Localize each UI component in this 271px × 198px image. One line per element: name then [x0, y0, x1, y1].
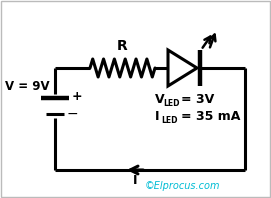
Text: LED: LED: [163, 99, 179, 108]
Text: R: R: [117, 39, 128, 53]
Text: LED: LED: [161, 116, 178, 125]
Text: +: +: [72, 89, 83, 103]
Text: = 3V: = 3V: [181, 93, 214, 106]
Text: V = 9V: V = 9V: [5, 80, 50, 92]
Text: ©Elprocus.com: ©Elprocus.com: [145, 181, 221, 191]
Text: V: V: [155, 93, 164, 106]
Text: −: −: [67, 107, 79, 121]
Text: = 35 mA: = 35 mA: [181, 110, 240, 123]
Text: I: I: [133, 174, 137, 188]
Text: I: I: [155, 110, 160, 123]
